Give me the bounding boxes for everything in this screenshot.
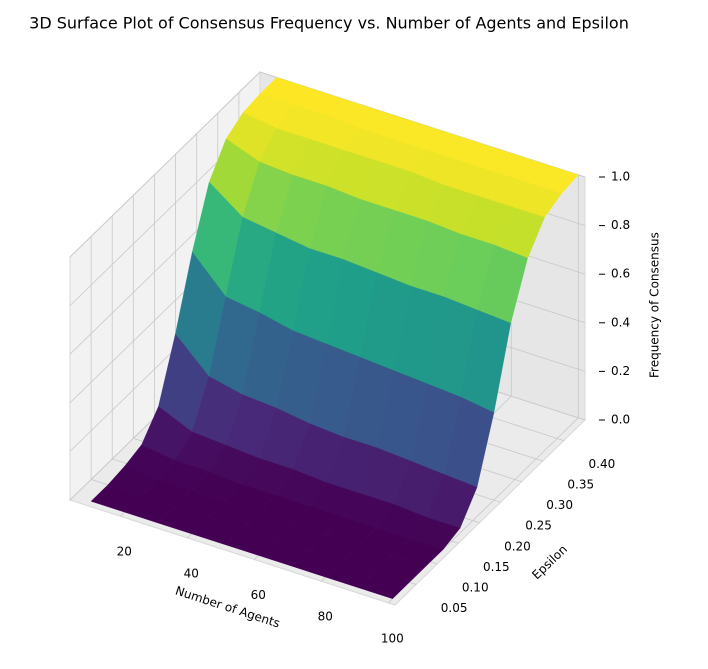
x-tick-label: 60 bbox=[251, 588, 266, 602]
z-tick-label: 0.8 bbox=[611, 218, 630, 232]
z-tick-label: 0.4 bbox=[611, 315, 630, 329]
x-tick-label: 40 bbox=[184, 566, 199, 580]
z-tick-label: 1.0 bbox=[611, 170, 630, 184]
z-tick-label: 0.6 bbox=[611, 267, 630, 281]
y-tick-label: 0.20 bbox=[504, 539, 531, 553]
y-tick-label: 0.40 bbox=[589, 457, 616, 471]
z-tick-label: 0.0 bbox=[611, 413, 630, 427]
y-tick-label: 0.35 bbox=[567, 478, 594, 492]
z-axis-label: Frequency of Consensus bbox=[648, 232, 662, 378]
x-tick-label: 20 bbox=[117, 545, 132, 559]
x-tick-label: 100 bbox=[381, 631, 404, 645]
y-tick-label: 0.10 bbox=[462, 580, 489, 594]
y-tick-label: 0.25 bbox=[525, 519, 552, 533]
chart-title: 3D Surface Plot of Consensus Frequency v… bbox=[29, 14, 629, 33]
surface-patch bbox=[358, 571, 410, 599]
y-tick-label: 0.30 bbox=[546, 498, 573, 512]
y-tick-label: 0.05 bbox=[441, 601, 468, 615]
z-tick-label: 0.2 bbox=[611, 364, 630, 378]
y-tick-label: 0.15 bbox=[483, 560, 510, 574]
y-axis-label: Epsilon bbox=[529, 542, 570, 582]
x-tick-label: 80 bbox=[318, 610, 333, 624]
